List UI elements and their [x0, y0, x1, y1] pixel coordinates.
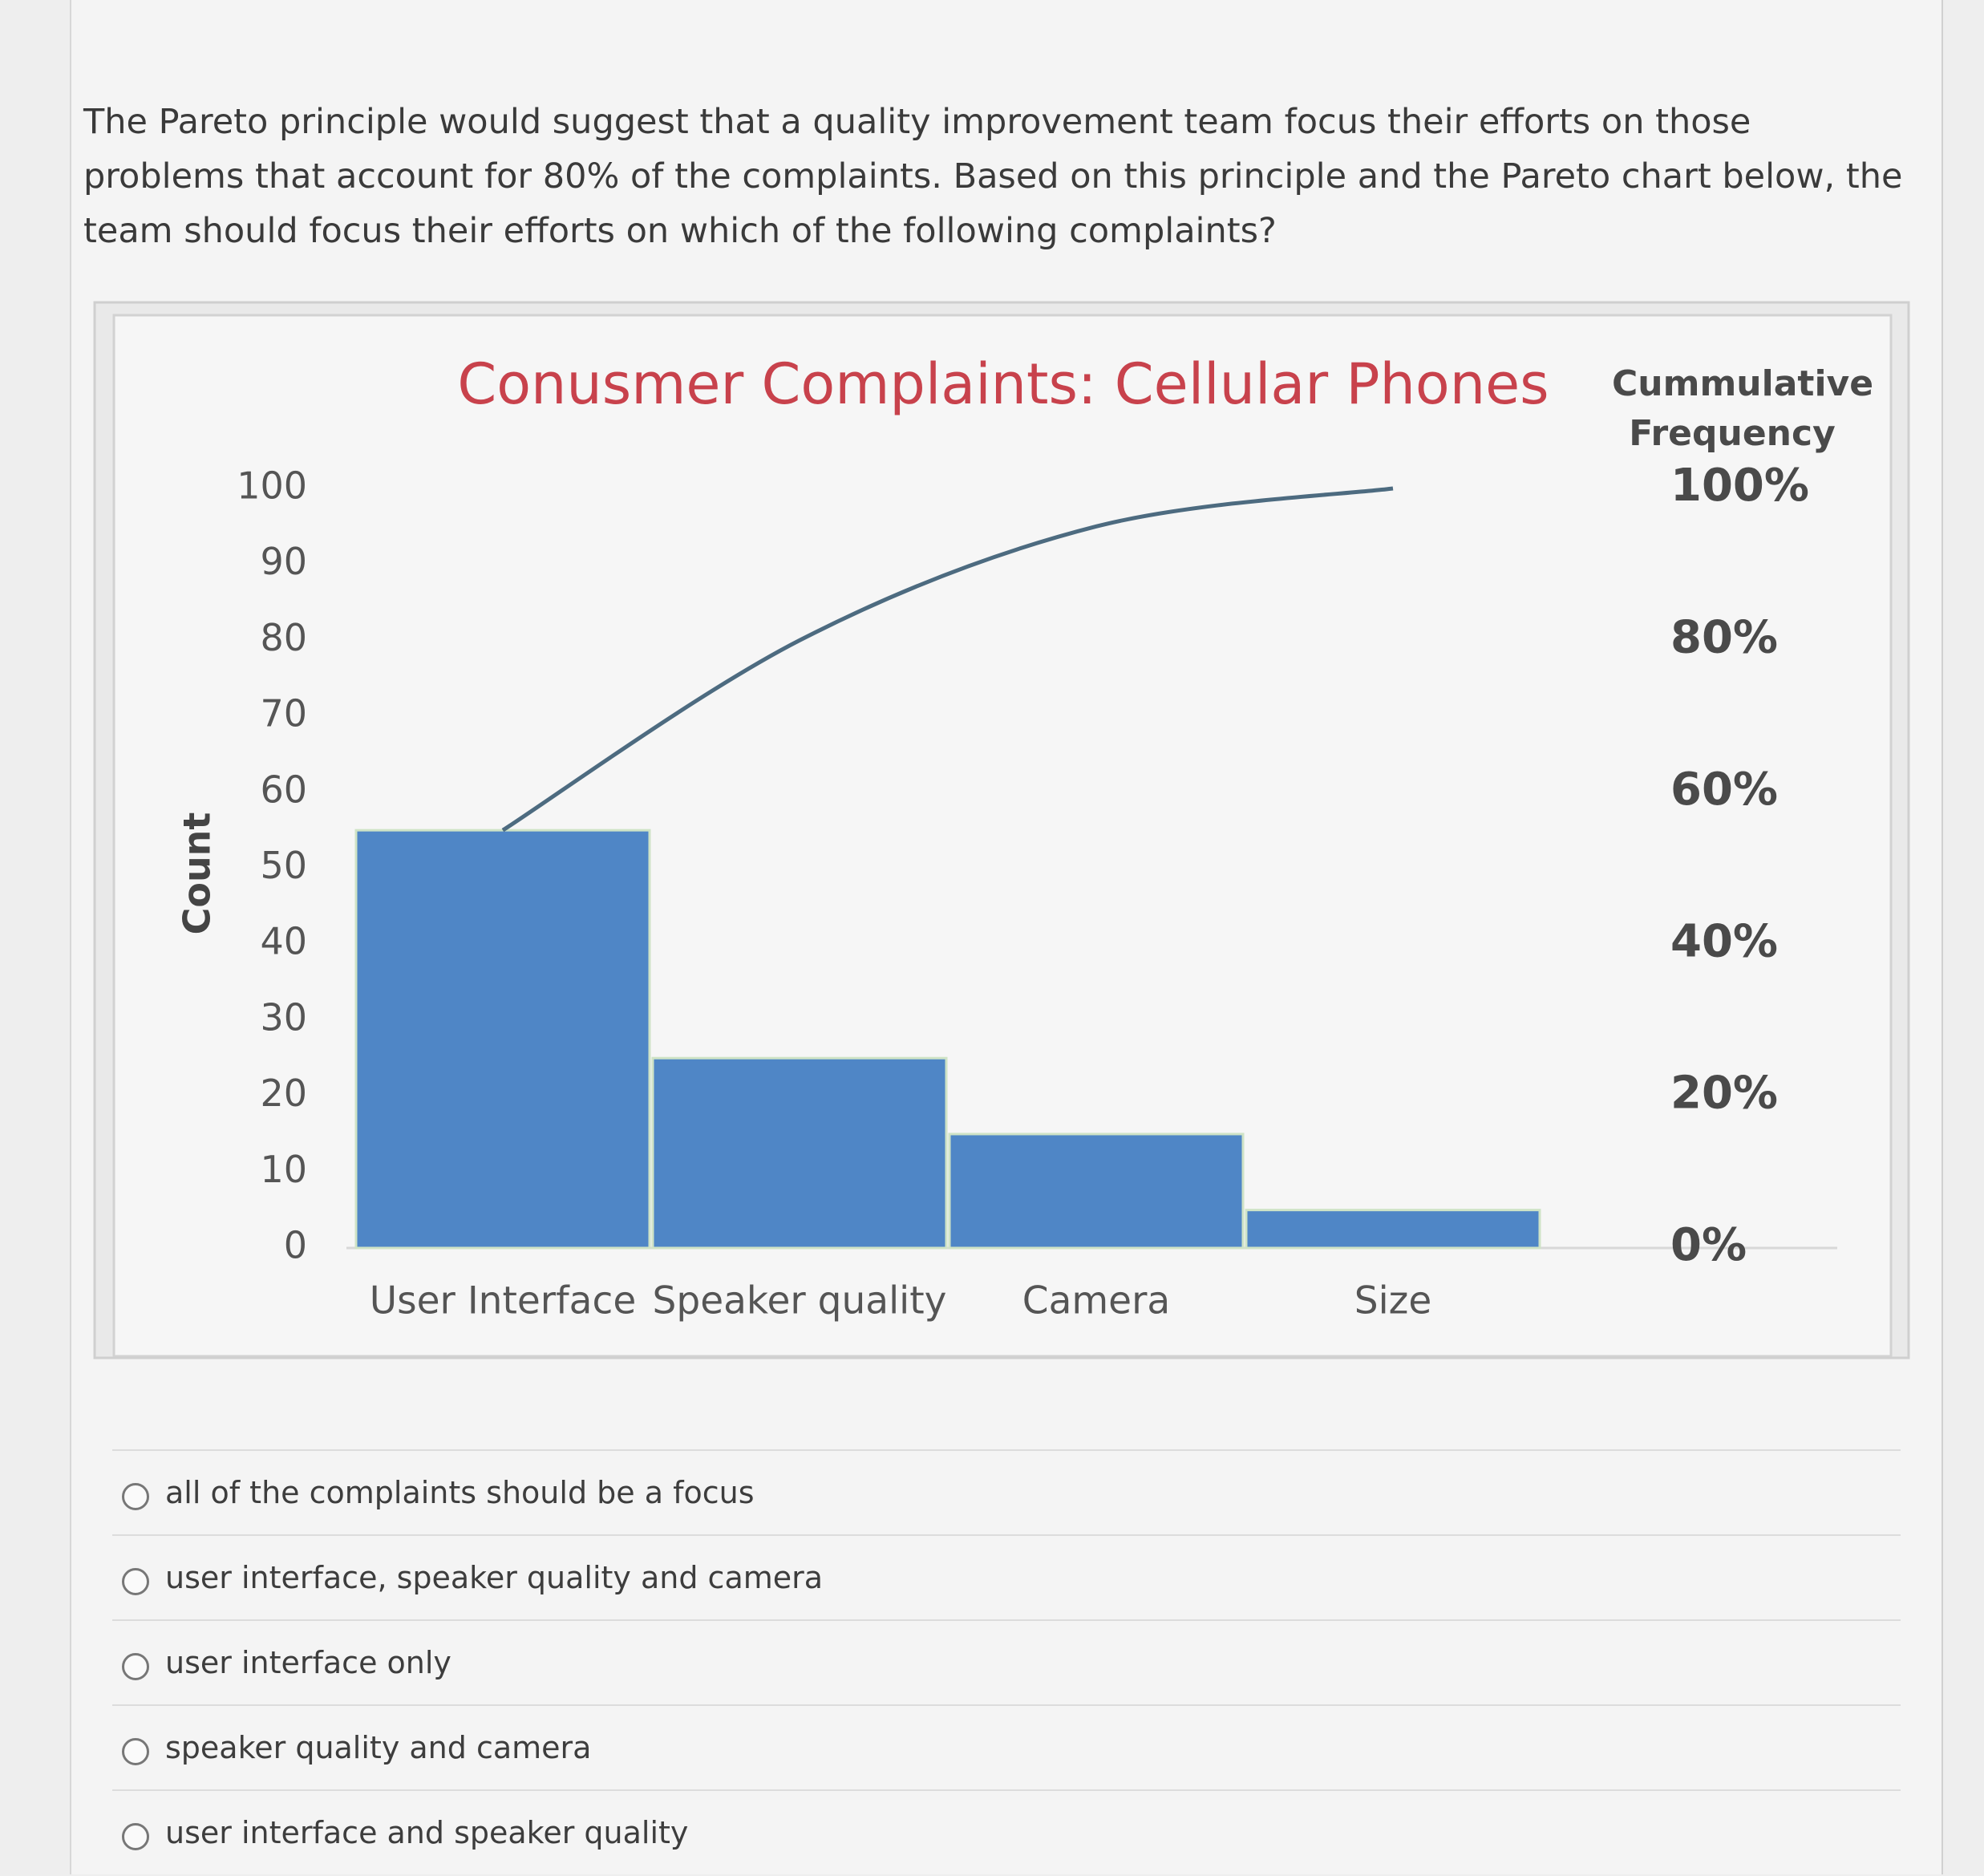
y-axis-label: Count: [176, 812, 219, 935]
answer-option: user interface, speaker quality and came…: [112, 1534, 1901, 1621]
y-tick-label: 100: [237, 464, 307, 508]
option-label[interactable]: speaker quality and camera: [165, 1730, 592, 1765]
radio-button[interactable]: [122, 1738, 149, 1765]
option-label[interactable]: user interface only: [165, 1645, 451, 1680]
y2-tick-label: 0%: [1670, 1219, 1747, 1271]
bar: [1245, 1209, 1541, 1250]
bar: [354, 829, 651, 1250]
bar: [651, 1056, 948, 1250]
y-tick-label: 50: [260, 844, 307, 887]
y-tick-label: 20: [260, 1072, 307, 1115]
y-tick-label: 70: [260, 692, 307, 735]
bar: [948, 1132, 1245, 1250]
x-tick-label: Size: [1354, 1279, 1431, 1323]
answer-option: user interface and speaker quality: [112, 1789, 1901, 1876]
y-tick-label: 30: [260, 995, 307, 1039]
x-tick-label: Speaker quality: [653, 1279, 947, 1323]
y2-axis-label: Cummulative Frequency: [1612, 363, 1874, 454]
x-tick-label: User Interface: [370, 1279, 637, 1323]
radio-button[interactable]: [122, 1483, 149, 1510]
y-tick-label: 40: [260, 920, 307, 963]
question-text: The Pareto principle would suggest that …: [83, 102, 1903, 251]
chart-title: Conusmer Complaints: Cellular Phones: [457, 351, 1549, 417]
answer-option: user interface only: [112, 1619, 1901, 1706]
option-label[interactable]: all of the complaints should be a focus: [165, 1475, 755, 1510]
y2-tick-label: 60%: [1670, 764, 1778, 816]
y2-tick-label: 100%: [1670, 460, 1809, 512]
answer-option: speaker quality and camera: [112, 1704, 1901, 1791]
answer-option: all of the complaints should be a focus: [112, 1449, 1901, 1536]
option-label[interactable]: user interface, speaker quality and came…: [165, 1560, 824, 1595]
chart: Conusmer Complaints: Cellular Phones Cou…: [93, 301, 1910, 1359]
y-tick-label: 80: [260, 616, 307, 659]
y2-tick-label: 20%: [1670, 1068, 1778, 1120]
y-tick-label: 0: [284, 1224, 307, 1267]
radio-button[interactable]: [122, 1823, 149, 1850]
option-label[interactable]: user interface and speaker quality: [165, 1815, 689, 1850]
radio-button[interactable]: [122, 1568, 149, 1595]
y2-tick-label: 40%: [1670, 915, 1778, 967]
radio-button[interactable]: [122, 1653, 149, 1680]
y-tick-label: 90: [260, 540, 307, 583]
y2-tick-label: 80%: [1670, 612, 1778, 664]
cumulative-line: [501, 486, 1394, 833]
y-tick-label: 10: [260, 1148, 307, 1191]
y-tick-label: 60: [260, 768, 307, 811]
x-tick-label: Camera: [1022, 1279, 1170, 1323]
